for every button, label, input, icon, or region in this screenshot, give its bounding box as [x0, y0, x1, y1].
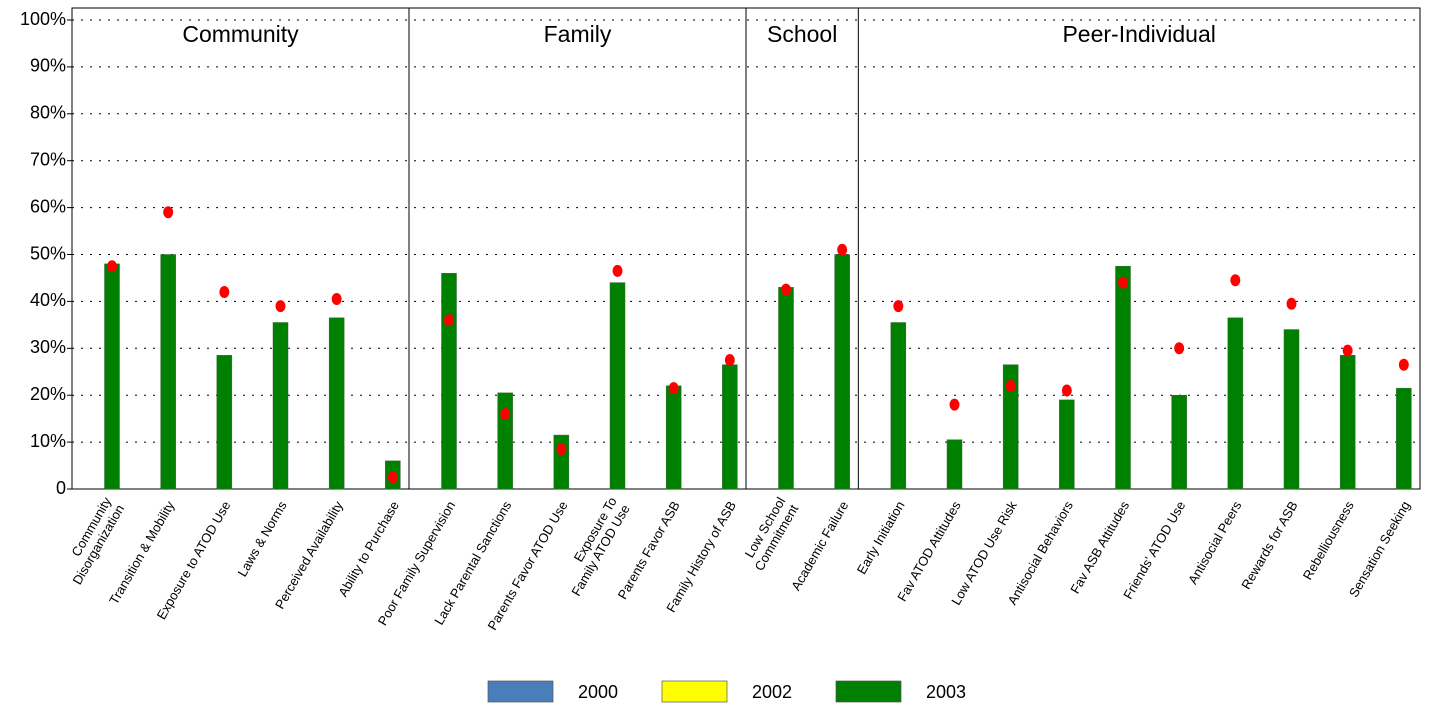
marker-dot — [1398, 358, 1409, 371]
bar — [1059, 399, 1075, 490]
marker-dot — [837, 243, 848, 256]
x-tick-label-line: Rewards for ASB — [1239, 499, 1301, 592]
bar — [497, 392, 513, 490]
marker-dot — [107, 260, 117, 273]
marker-dot — [781, 283, 791, 296]
x-tick-label-line: Laws & Norms — [235, 498, 290, 579]
x-tick-label: Sensation Seeking — [1346, 499, 1413, 600]
bar — [665, 385, 682, 490]
marker-dot — [556, 443, 567, 456]
marker-dot — [1342, 344, 1353, 357]
marker-dot — [1061, 384, 1072, 397]
marker-dot — [219, 286, 230, 299]
y-tick-label: 70% — [30, 149, 66, 169]
x-tick-label: Low SchoolCommitment — [739, 494, 802, 573]
marker-dot — [500, 407, 511, 420]
x-tick-label: Fav ATOD Attitudes — [895, 498, 965, 604]
x-tick-label-line: Antisocial Peers — [1185, 498, 1245, 587]
x-tick-label: Fav ASB Attitudes — [1068, 498, 1133, 596]
legend-swatch — [661, 680, 728, 703]
bar — [160, 254, 176, 490]
y-tick-label: 20% — [30, 384, 66, 404]
bar — [946, 439, 963, 490]
x-tick-label: Ability to Purchase — [336, 499, 403, 600]
bar — [609, 282, 626, 490]
bar — [1171, 394, 1187, 490]
bar — [1115, 265, 1131, 490]
marker-dot — [1174, 342, 1185, 355]
bar — [272, 322, 289, 490]
legend-label: 2002 — [752, 682, 792, 702]
y-tick-label: 0 — [56, 478, 66, 498]
group-label: Family — [544, 21, 612, 47]
bar — [441, 273, 457, 490]
x-tick-label-line: Rebelliousness — [1300, 498, 1357, 582]
legend-swatch — [487, 680, 554, 703]
marker-dot — [1230, 274, 1241, 287]
marker-dot — [1005, 379, 1016, 392]
marker-dot — [893, 300, 904, 313]
marker-dot — [163, 206, 174, 219]
legend-label: 2003 — [926, 682, 966, 702]
bar — [1339, 355, 1356, 490]
bar — [1002, 364, 1019, 490]
bar — [1396, 387, 1412, 490]
y-tick-label: 80% — [30, 103, 66, 123]
x-tick-label: Rebelliousness — [1300, 498, 1357, 582]
marker-dot — [612, 264, 623, 277]
bar — [834, 254, 850, 490]
marker-dot — [444, 314, 454, 327]
x-tick-label: CommunityDisorganization — [57, 494, 128, 587]
legend-label: 2000 — [578, 682, 618, 702]
bar — [1227, 317, 1244, 490]
bar — [328, 317, 345, 490]
bar — [1283, 329, 1300, 490]
x-tick-label: Antisocial Peers — [1185, 498, 1245, 587]
y-tick-label: 40% — [30, 290, 66, 310]
x-tick-label-line: Friends' ATOD Use — [1121, 499, 1189, 602]
bar — [890, 322, 907, 490]
marker-dot — [724, 354, 735, 367]
marker-dot — [275, 300, 286, 313]
y-tick-label: 90% — [30, 56, 66, 76]
y-tick-label: 100% — [20, 9, 66, 29]
x-tick-label-line: Ability to Purchase — [336, 499, 403, 600]
marker-dot — [668, 382, 679, 395]
x-tick-label-line: Sensation Seeking — [1346, 499, 1413, 600]
group-label: Community — [182, 21, 299, 47]
x-tick-label: Laws & Norms — [235, 498, 290, 579]
bar — [104, 263, 120, 490]
marker-dot — [949, 398, 960, 411]
x-tick-label-line: Antisocial Behaviors — [1005, 498, 1077, 607]
bar — [722, 364, 738, 490]
marker-dot — [1118, 276, 1128, 289]
x-tick-label: Antisocial Behaviors — [1005, 498, 1077, 607]
x-tick-label-line: Early Initiation — [854, 499, 908, 577]
x-tick-label: Early Initiation — [854, 499, 908, 577]
legend-swatch — [835, 680, 902, 703]
x-tick-label: Friends' ATOD Use — [1121, 499, 1189, 602]
y-tick-label: 10% — [30, 431, 66, 451]
group-label: School — [767, 21, 837, 47]
x-tick-label-line: Fav ASB Attitudes — [1068, 498, 1133, 596]
bar — [778, 287, 794, 490]
marker-dot — [331, 293, 342, 306]
x-tick-label-line: Fav ATOD Attitudes — [895, 498, 965, 604]
y-tick-label: 30% — [30, 337, 66, 357]
marker-dot — [1286, 297, 1297, 310]
y-tick-label: 50% — [30, 243, 66, 263]
bar — [216, 355, 233, 490]
y-tick-label: 60% — [30, 196, 66, 216]
group-label: Peer-Individual — [1062, 21, 1215, 47]
x-tick-label: Rewards for ASB — [1239, 499, 1301, 592]
marker-dot — [387, 471, 398, 484]
